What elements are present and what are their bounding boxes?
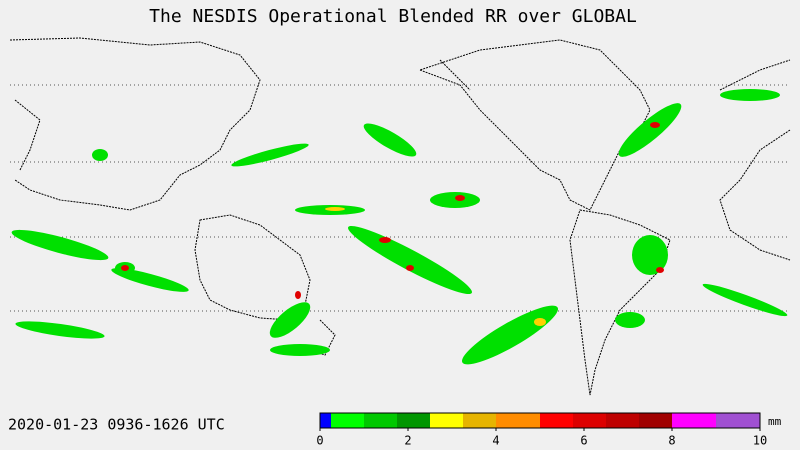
rain-core (534, 318, 546, 326)
coastlines (9, 37, 791, 396)
rain-band (363, 123, 417, 157)
rain-band (15, 321, 105, 339)
rain-core (295, 291, 301, 299)
colorbar-tick-label: 10 (753, 434, 767, 448)
colorbar-tick-label: 8 (668, 434, 675, 448)
colorbar-unit: mm (768, 415, 782, 428)
precipitation (11, 89, 788, 365)
rain-band (720, 89, 780, 101)
coast-asia (9, 37, 261, 211)
rain-core (379, 237, 391, 243)
colorbar-tick-label: 6 (580, 434, 587, 448)
rain-core (325, 207, 345, 211)
rain-core (656, 267, 664, 273)
rain-core (455, 195, 465, 201)
coast-india (14, 99, 41, 171)
rain-band (430, 192, 480, 208)
rain-band (269, 302, 311, 338)
rain-band (348, 225, 472, 295)
rain-band (11, 229, 109, 261)
colorbar-tick-label: 0 (316, 434, 323, 448)
colorbar-segment (716, 413, 760, 428)
colorbar-segment (639, 413, 672, 428)
coast-north-america (418, 39, 651, 211)
coast-south-america (569, 209, 671, 396)
colorbar-segment (397, 413, 430, 428)
colorbar-segment (540, 413, 573, 428)
colorbar-segment (573, 413, 606, 428)
colorbar-segment (430, 413, 463, 428)
rain-band (111, 268, 189, 292)
colorbar-segment (672, 413, 716, 428)
colorbar-segment (496, 413, 540, 428)
map (9, 37, 791, 396)
colorbar-segment (606, 413, 639, 428)
rain-band (270, 344, 330, 356)
time-label: 2020-01-23 0936-1626 UTC (8, 416, 225, 434)
rain-band (702, 283, 788, 317)
colorbar-frame (319, 412, 761, 429)
colorbar-segment (320, 413, 331, 428)
rain-core (406, 265, 414, 271)
coast-alaska (439, 59, 471, 91)
colorbar-tick-label: 2 (404, 434, 411, 448)
rain-core (121, 265, 129, 271)
rain-band (231, 143, 309, 167)
rain-band (632, 235, 668, 275)
rain-band (618, 103, 682, 157)
rain-band (92, 149, 108, 161)
rain-band (615, 312, 645, 328)
rain-band (461, 305, 559, 365)
rain-core (650, 122, 660, 128)
coast-europe-africa (719, 59, 791, 261)
colorbar-tick-label: 4 (492, 434, 499, 448)
title: The NESDIS Operational Blended RR over G… (149, 6, 637, 27)
colorbar-segment (331, 413, 364, 428)
colorbar-segment (463, 413, 496, 428)
colorbar-segment (364, 413, 397, 428)
